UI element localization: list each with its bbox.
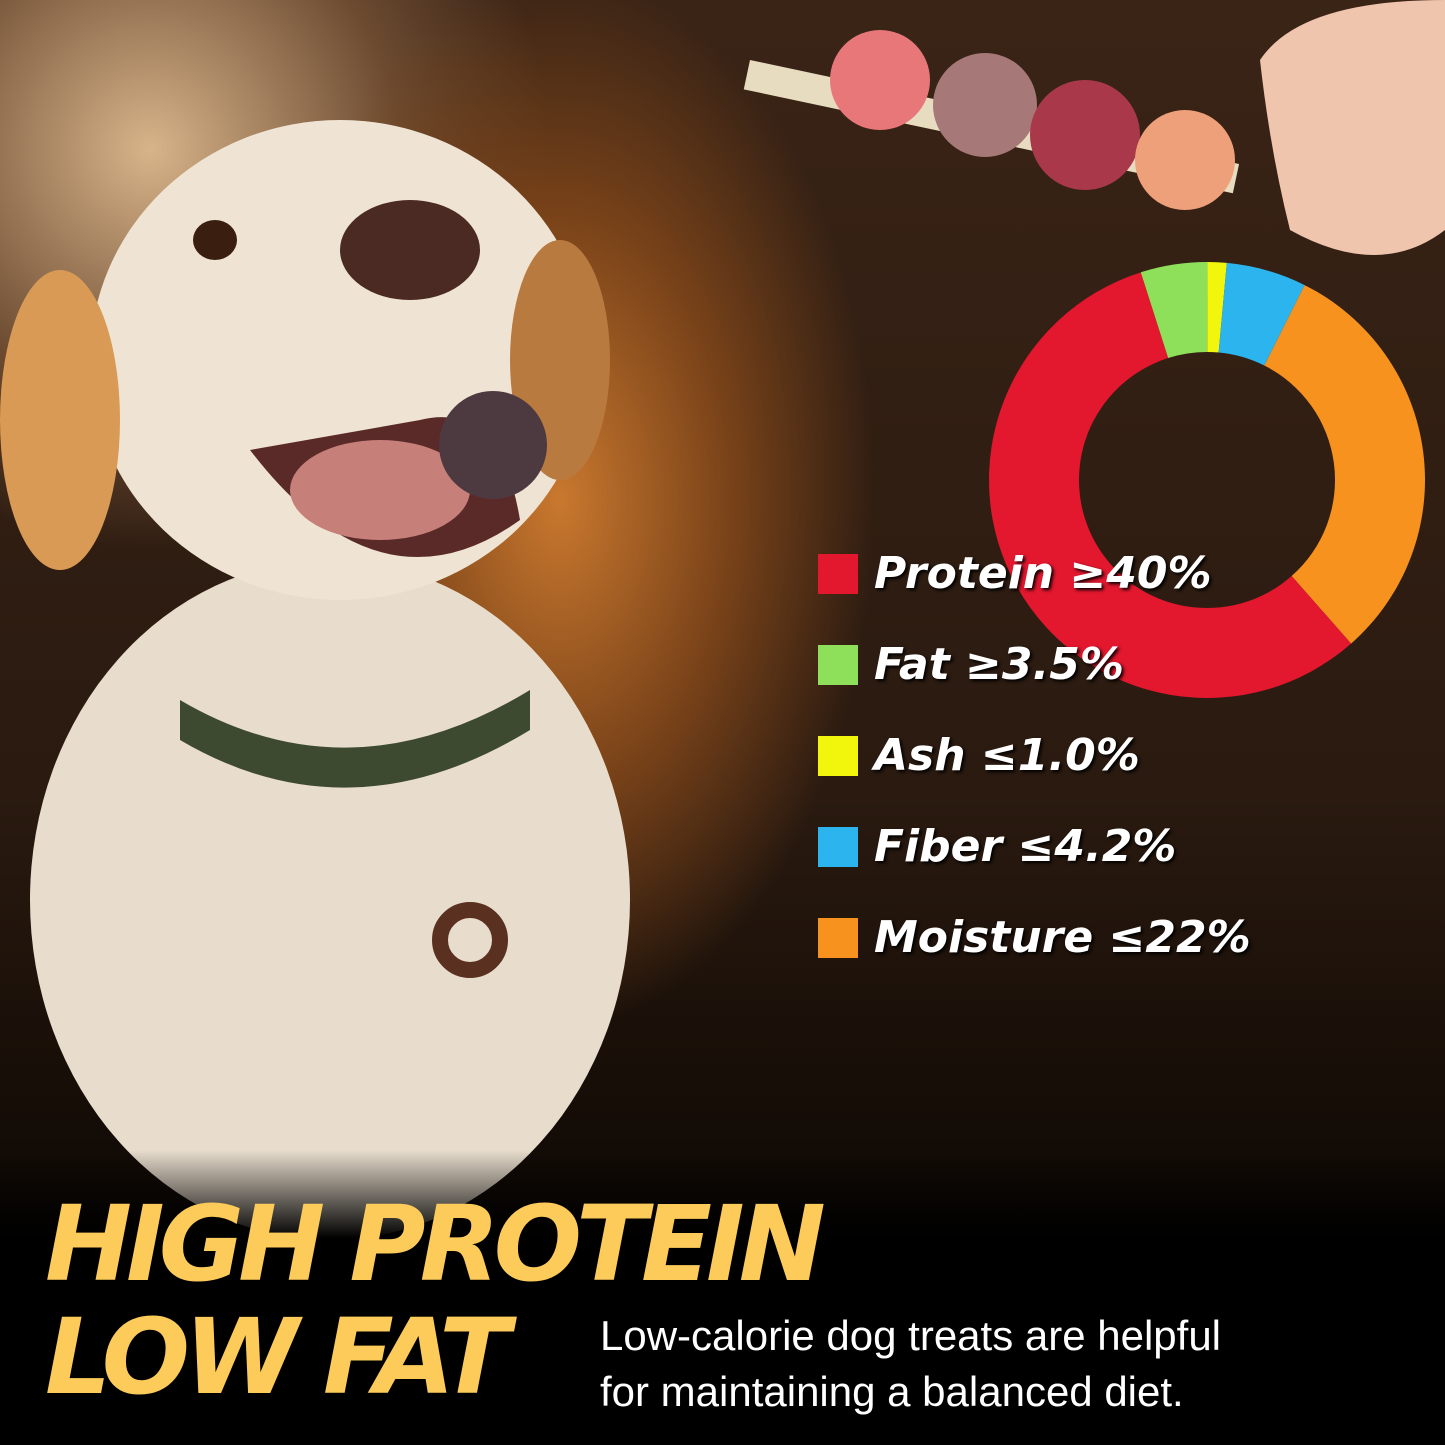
legend-swatch [818, 826, 858, 867]
legend-item-fat: Fat ≥3.5% [818, 619, 1251, 710]
legend-label: Ash ≤1.0% [874, 730, 1140, 781]
donut-slice-ash [1207, 262, 1227, 353]
donut-slice-fiber [1218, 262, 1305, 366]
legend-label: Fiber ≤4.2% [874, 821, 1177, 872]
legend-item-moisture: Moisture ≤22% [818, 892, 1251, 983]
legend-swatch [818, 735, 858, 776]
donut-slice-fat [1140, 262, 1208, 359]
legend-swatch [818, 644, 858, 685]
donut-slice-protein [988, 272, 1352, 699]
legend-item-ash: Ash ≤1.0% [818, 710, 1251, 801]
bottom-banner [0, 1150, 1445, 1445]
legend-label: Moisture ≤22% [874, 912, 1251, 963]
chart-legend: Protein ≥40% Fat ≥3.5% Ash ≤1.0% Fiber ≤… [818, 528, 1251, 983]
subtitle-line-2: for maintaining a balanced diet. [600, 1368, 1184, 1415]
donut-slice-moisture [1264, 285, 1425, 644]
headline-line-1: HIGH PROTEIN [45, 1183, 826, 1305]
subtitle-line-1: Low-calorie dog treats are helpful [600, 1312, 1222, 1359]
headline-line-2: LOW FAT [45, 1296, 510, 1418]
legend-label: Protein ≥40% [874, 548, 1212, 599]
legend-item-fiber: Fiber ≤4.2% [818, 801, 1251, 892]
legend-label: Fat ≥3.5% [874, 639, 1124, 690]
legend-swatch [818, 553, 858, 594]
treat-skewer [743, 0, 1445, 255]
legend-swatch [818, 917, 858, 958]
subtitle: Low-calorie dog treats are helpful for m… [600, 1308, 1221, 1420]
legend-item-protein: Protein ≥40% [818, 528, 1251, 619]
